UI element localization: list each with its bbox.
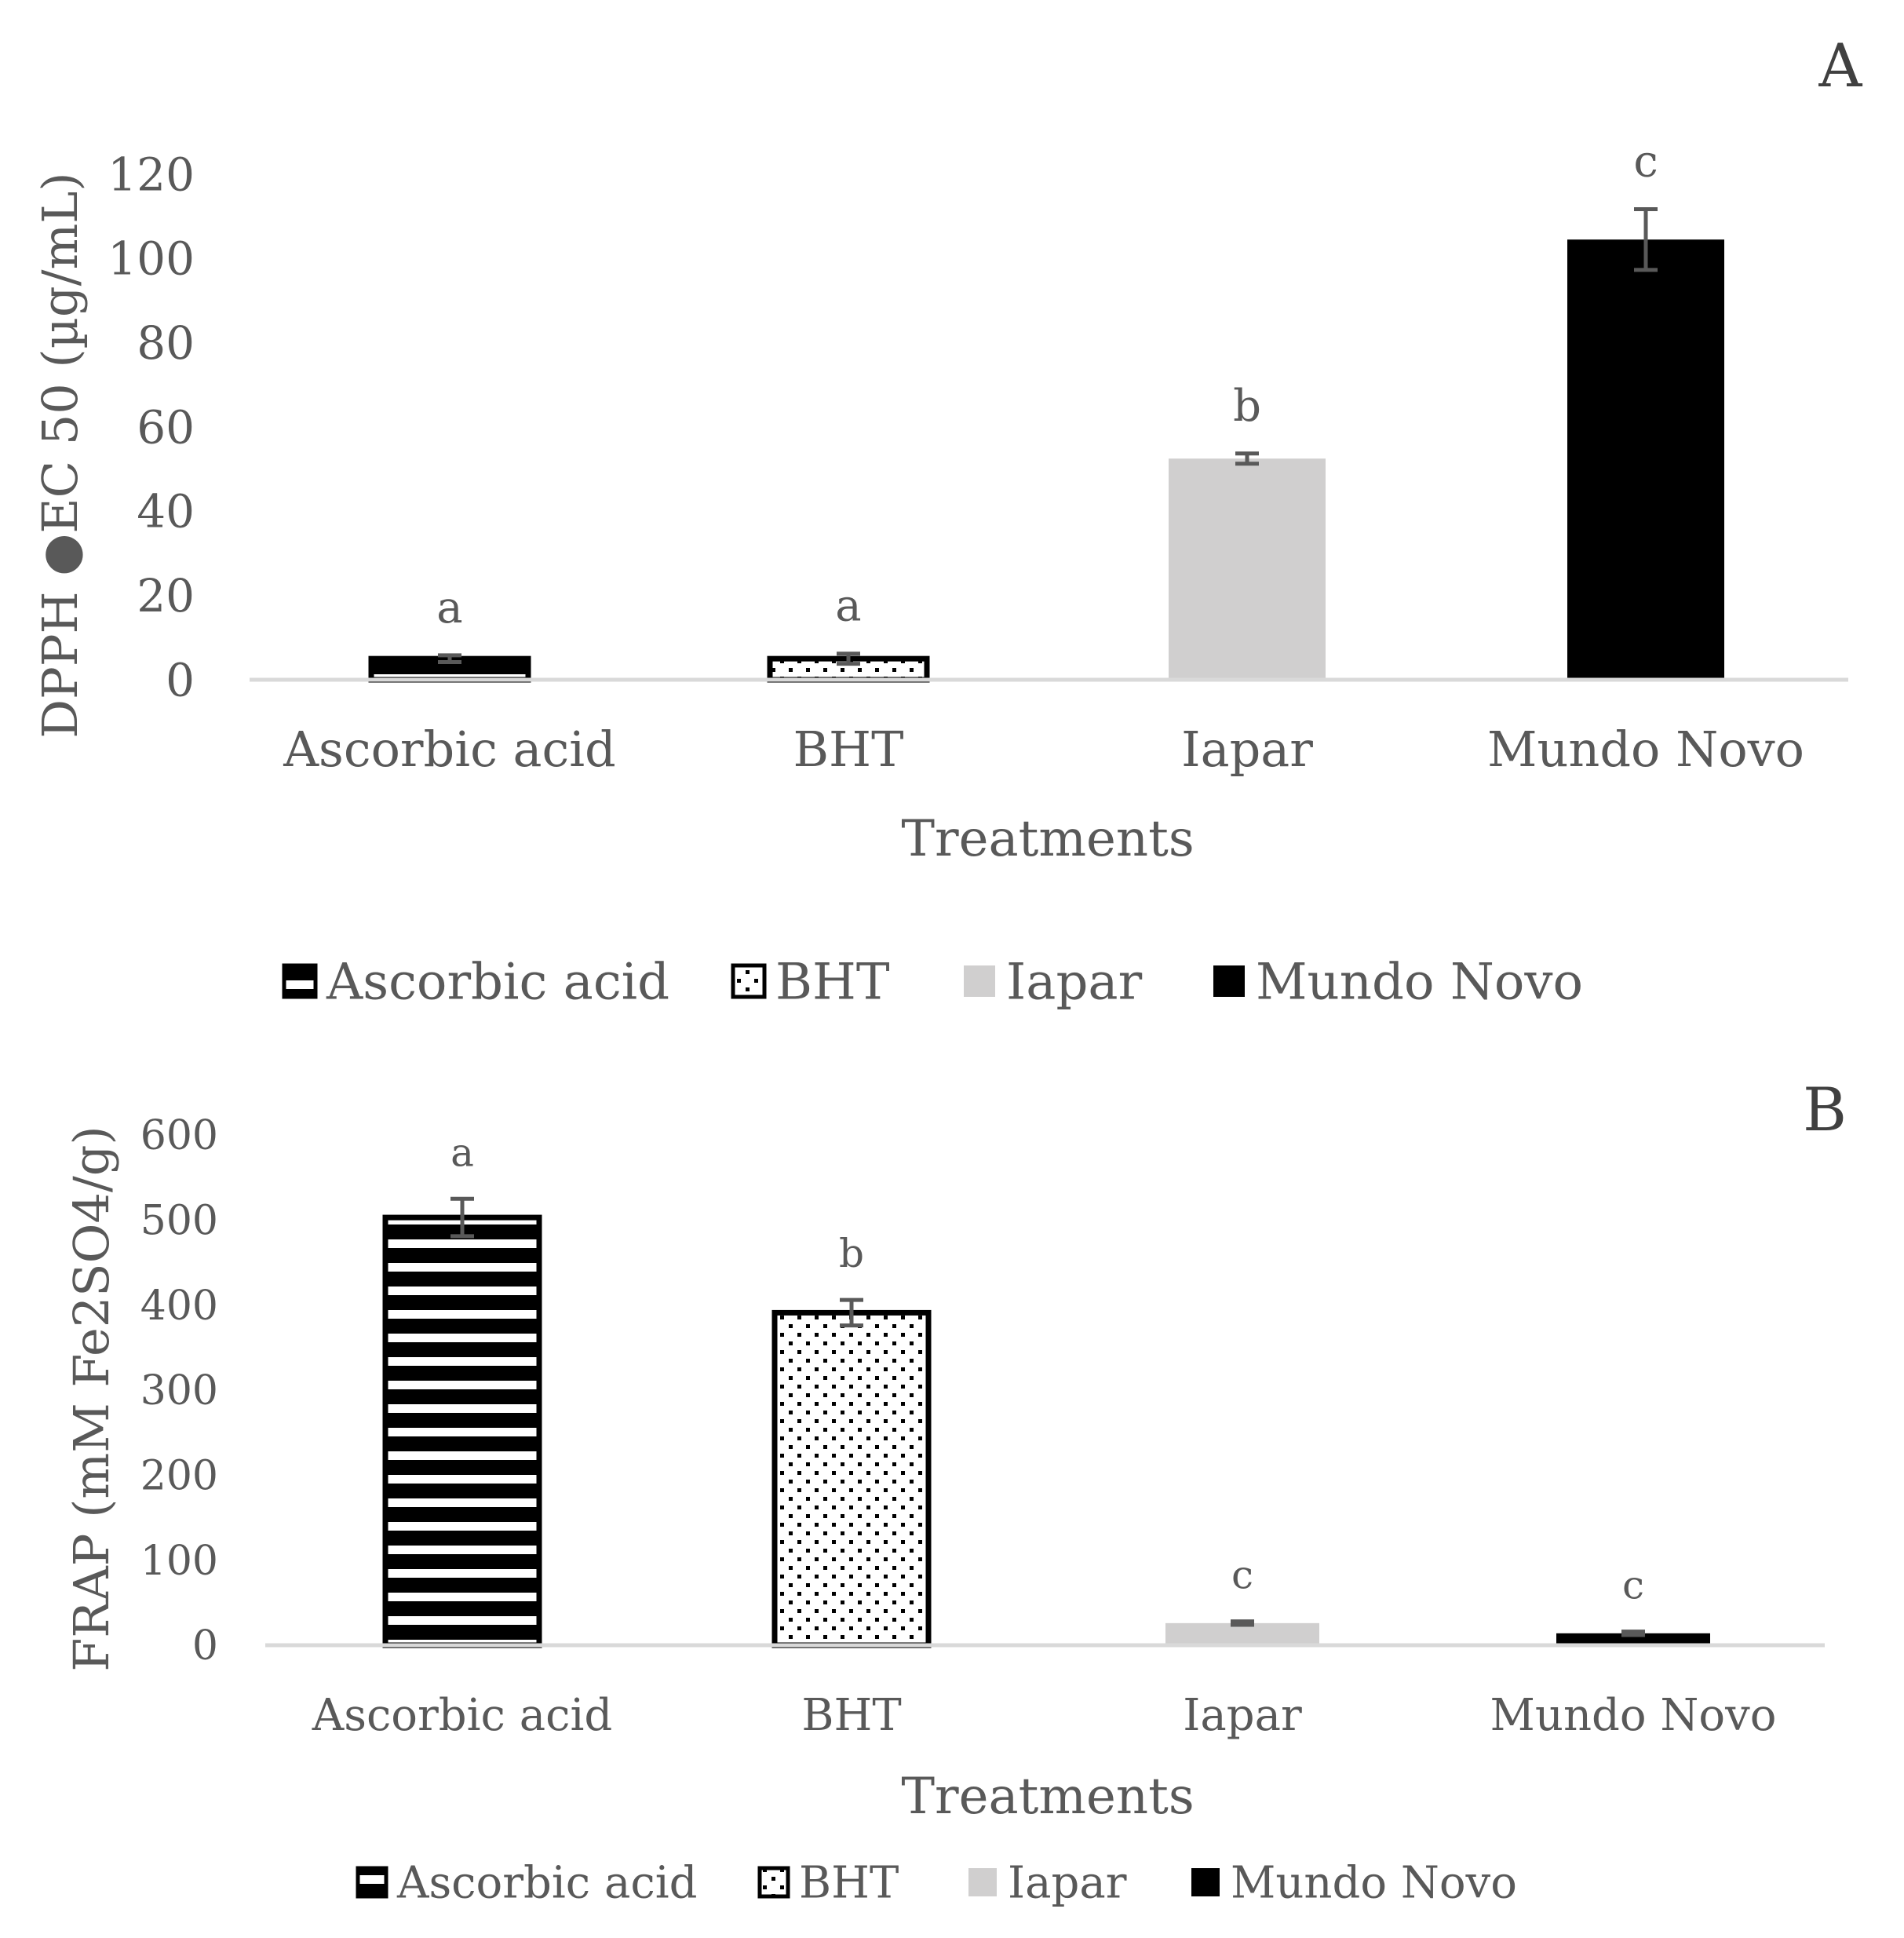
panel-b-error-bar-iapar [1231,1619,1254,1627]
panel-b-error-bar-ascorbic-acid [450,1196,474,1239]
panel-b-legend-item-iapar: Iapar [968,1858,1127,1909]
panel-a-error-bar-iapar [1235,451,1259,466]
panel-a-y-axis-title: DPPH ●EC 50 (µg/mL) [31,172,89,738]
panel-b-x-tick-bht: BHT [801,1690,901,1741]
panel-b-legend-swatch-mundo-novo [1191,1868,1220,1896]
panel-b-y-tick-300: 300 [140,1367,218,1414]
panel-b-y-tick-400: 400 [140,1283,218,1330]
panel-b-y-axis-title: FRAP (mM Fe2SO4/g) [63,1126,120,1671]
panel-b-legend-label-ascorbic-acid: Ascorbic acid [396,1858,697,1909]
panel-b-error-bar-mundo-novo [1621,1630,1645,1637]
panel-a-legend-swatch-bht [731,963,767,999]
panel-b-legend-label-mundo-novo: Mundo Novo [1231,1858,1517,1909]
panel-b-legend-swatch-iapar [968,1868,997,1896]
panel-b-legend-item-ascorbic-acid: Ascorbic acid [356,1858,697,1909]
panel-a-legend-label-iapar: Iapar [1006,953,1143,1011]
panel-a-letter-mundo-novo: c [1633,137,1658,188]
panel-b-y-tick-100: 100 [140,1538,218,1585]
panel-a-y-tick-120: 120 [108,148,195,201]
panel-b-letter-iapar: c [1231,1553,1253,1598]
panel-b-letter-bht: b [839,1231,864,1276]
panel-b-x-tick-mundo-novo: Mundo Novo [1490,1690,1777,1741]
panel-b-y-tick-500: 500 [140,1198,218,1245]
panel-a-y-ticks: 0 20 40 60 80 100 120 [108,148,195,706]
panel-b-bar-bht [771,1309,932,1648]
panel-b-bar-iapar [1165,1622,1319,1645]
panel-b-letter-mundo-novo: c [1622,1563,1644,1608]
panel-a-legend: Ascorbic acid BHT Iapar Mundo Novo [282,953,1583,1011]
panel-b-significance-letters: a b c c [450,1130,1644,1608]
panel-b-x-axis-title: Treatments [901,1768,1194,1826]
panel-a-y-tick-40: 40 [137,485,195,538]
panel-b-legend-swatch-bht [757,1866,790,1899]
panel-a-legend-item-mundo-novo: Mundo Novo [1213,953,1583,1011]
panel-a-letter-iapar: b [1233,381,1261,432]
panel-a-y-tick-80: 80 [137,316,195,370]
panel-a-legend-swatch-mundo-novo [1213,965,1245,997]
panel-a-significance-letters: a a b c [436,137,1658,633]
panel-b-bars [382,1214,1710,1648]
panel-a-letter-ascorbic-acid: a [436,582,462,633]
panel-b-x-tick-iapar: Iapar [1183,1690,1302,1741]
panel-b: B FRAP (mM Fe2SO4/g) 0 100 200 300 400 500 600… [63,1075,1847,1909]
panel-a-legend-item-bht: BHT [731,953,890,1011]
panel-a-error-bar-mundo-novo [1634,207,1658,272]
panel-a-bar-mundo-novo [1567,239,1724,680]
panel-a-bar-iapar [1169,458,1326,680]
panel-b-legend-swatch-ascorbic-acid [356,1866,388,1899]
panel-a-x-tick-iapar: Iapar [1181,721,1313,778]
panel-b-bar-ascorbic-acid [382,1214,542,1648]
panel-a-x-tick-labels: Ascorbic acid BHT Iapar Mundo Novo [283,721,1804,778]
panel-a-legend-label-ascorbic-acid: Ascorbic acid [326,953,669,1011]
panel-a-legend-label-bht: BHT [775,953,890,1011]
panel-b-bar-mundo-novo [1556,1633,1710,1645]
panel-a-legend-item-ascorbic-acid: Ascorbic acid [282,953,669,1011]
panel-b-letter-ascorbic-acid: a [450,1130,474,1175]
panel-a-legend-swatch-iapar [964,965,995,997]
panel-b-legend-item-mundo-novo: Mundo Novo [1191,1858,1517,1909]
panel-a-bars [368,239,1724,683]
panel-a-error-bars [438,207,1658,666]
panel-b-y-tick-0: 0 [192,1622,218,1670]
panel-b-x-tick-ascorbic-acid: Ascorbic acid [312,1690,612,1741]
panel-b-x-tick-labels: Ascorbic acid BHT Iapar Mundo Novo [312,1690,1777,1741]
panel-a-y-tick-100: 100 [108,232,195,286]
panel-a-label: A [1818,31,1863,100]
panel-b-y-tick-200: 200 [140,1453,218,1500]
panel-a-y-tick-0: 0 [166,653,195,706]
panel-a-error-bar-ascorbic-acid [438,653,461,664]
panel-b-legend: Ascorbic acid BHT Iapar Mundo Novo [356,1858,1517,1909]
panel-b-legend-label-bht: BHT [799,1858,899,1909]
panel-b-y-ticks: 0 100 200 300 400 500 600 [140,1112,218,1670]
panel-a-x-tick-ascorbic-acid: Ascorbic acid [283,721,615,778]
panel-b-label: B [1803,1075,1847,1144]
panel-b-legend-label-iapar: Iapar [1008,1858,1127,1909]
panel-b-error-bars [450,1196,1645,1637]
panel-a-x-tick-bht: BHT [793,721,904,778]
panel-b-error-bar-bht [840,1297,863,1328]
panel-b-legend-item-bht: BHT [757,1858,899,1909]
panel-a-letter-bht: a [835,581,861,632]
panel-a-x-axis-title: Treatments [901,810,1194,868]
panel-b-y-tick-600: 600 [140,1112,218,1159]
panel-a-y-tick-20: 20 [137,569,195,622]
panel-a-legend-item-iapar: Iapar [964,953,1143,1011]
panel-a-legend-label-mundo-novo: Mundo Novo [1256,953,1583,1011]
panel-a-error-bar-bht [837,651,860,666]
panel-a-x-tick-mundo-novo: Mundo Novo [1487,721,1804,778]
panel-a-legend-swatch-ascorbic-acid [282,963,318,999]
panel-a-y-tick-60: 60 [137,400,195,454]
